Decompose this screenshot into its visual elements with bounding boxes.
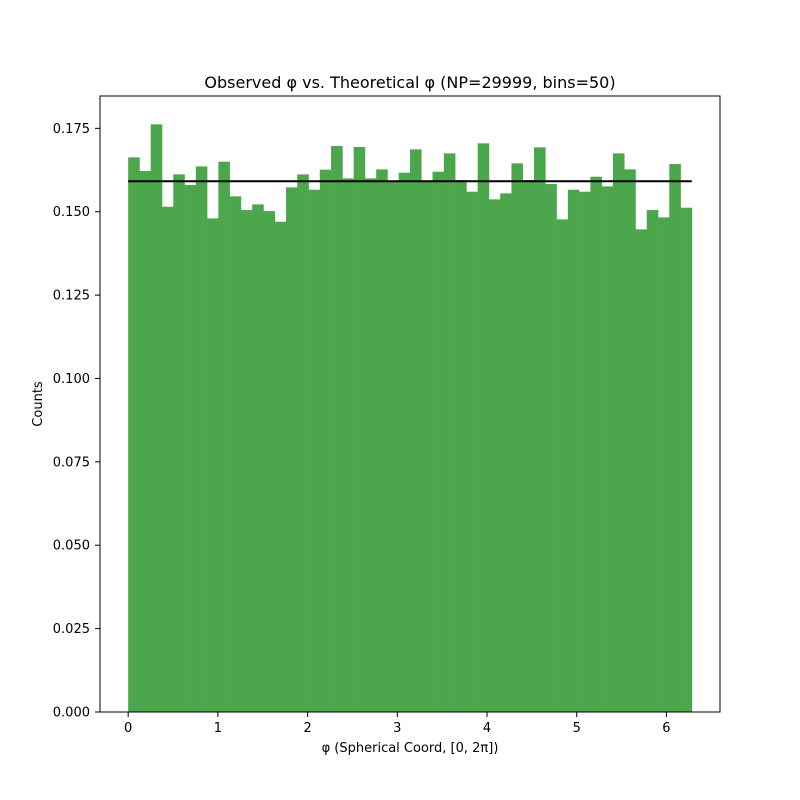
y-tick-label: 0.100 <box>53 372 90 387</box>
histogram-bar <box>218 161 230 713</box>
histogram-bar <box>297 174 309 713</box>
histogram-bar <box>500 193 512 712</box>
histogram-bar <box>421 181 433 713</box>
y-tick-label: 0.150 <box>53 205 90 220</box>
histogram-bar <box>128 157 140 712</box>
histogram-bar <box>601 186 614 712</box>
histogram-bar <box>669 164 681 713</box>
histogram-bar <box>274 221 287 712</box>
histogram-bar <box>410 149 422 713</box>
histogram-bar <box>353 147 366 713</box>
histogram-bar <box>387 181 400 713</box>
histogram-bar <box>455 180 467 713</box>
y-tick-label: 0.075 <box>53 455 90 470</box>
histogram-bar <box>319 169 332 713</box>
histogram-bar <box>534 147 546 712</box>
x-tick-label: 1 <box>214 721 222 736</box>
histogram-bar <box>590 176 602 713</box>
histogram-bar <box>252 204 264 713</box>
histogram-bar <box>511 163 524 713</box>
histogram-bars <box>128 124 693 713</box>
histogram-bar <box>567 189 580 712</box>
y-tick-label: 0.025 <box>53 622 90 637</box>
histogram-bar <box>376 169 388 712</box>
histogram-bar <box>522 180 535 713</box>
histogram-bar <box>150 124 163 712</box>
y-axis: 0.000 0.025 0.050 0.075 0.100 0.125 0.150 0.175 <box>53 122 100 721</box>
histogram-bar <box>556 219 569 713</box>
y-tick-label: 0.000 <box>53 706 90 721</box>
histogram-bar <box>342 178 354 712</box>
x-tick-label: 5 <box>573 721 581 736</box>
x-tick-label: 4 <box>483 721 491 736</box>
x-axis: 0 1 2 3 4 5 6 <box>124 712 671 736</box>
x-axis-label: φ (Spherical Coord, [0, 2π]) <box>322 741 499 756</box>
histogram-bar <box>263 211 276 712</box>
y-tick-label: 0.050 <box>53 539 90 554</box>
histogram-bar <box>635 229 648 712</box>
histogram-bar <box>579 191 591 713</box>
x-tick-label: 2 <box>303 721 311 736</box>
histogram-bar <box>240 210 253 713</box>
y-tick-label: 0.125 <box>53 289 90 304</box>
histogram-bar <box>398 172 411 712</box>
histogram-bar <box>477 143 490 713</box>
histogram-bar <box>443 153 456 712</box>
histogram-bar <box>184 185 197 712</box>
y-tick-label: 0.175 <box>53 122 90 137</box>
x-tick-label: 6 <box>662 721 670 736</box>
histogram-bar <box>161 206 174 713</box>
histogram-bar <box>173 174 185 713</box>
histogram-bar <box>285 187 298 712</box>
chart-title: Observed φ vs. Theoretical φ (NP=29999, … <box>204 73 615 92</box>
histogram-bar <box>195 166 208 713</box>
histogram-bar <box>229 196 242 713</box>
y-axis-label: Counts <box>31 381 46 427</box>
histogram-bar <box>139 171 152 713</box>
x-tick-label: 0 <box>124 721 132 736</box>
histogram-bar <box>432 171 445 712</box>
histogram-bar <box>466 191 478 713</box>
histogram-bar <box>331 146 343 712</box>
histogram-bar <box>308 189 321 712</box>
histogram-bar <box>624 169 636 712</box>
histogram-bar <box>207 218 219 712</box>
histogram-bar <box>612 153 625 712</box>
plot-frame <box>99 95 721 713</box>
histogram-bar <box>545 184 557 713</box>
histogram-bar <box>646 210 659 713</box>
histogram-bar <box>680 207 693 713</box>
histogram-bar <box>658 217 670 712</box>
histogram-bar <box>364 178 377 712</box>
histogram-bar <box>488 199 501 712</box>
x-tick-label: 3 <box>393 721 401 736</box>
